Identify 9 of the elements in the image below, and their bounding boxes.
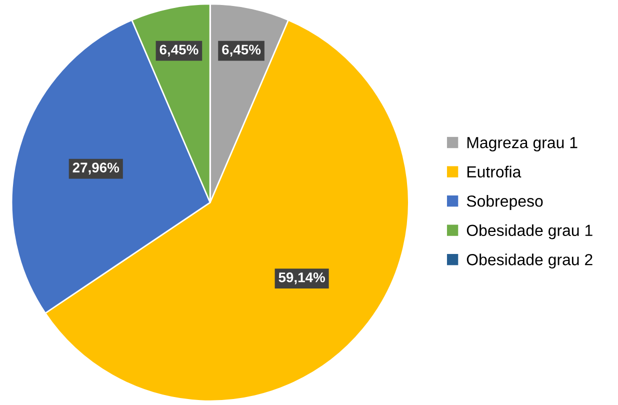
data-label: 6,45% (160, 44, 198, 57)
data-label: 6,45% (222, 44, 261, 57)
legend-label: Eutrofia (467, 166, 522, 178)
legend-label: Sobrepeso (466, 195, 543, 210)
data-label: 27,96% (72, 162, 120, 175)
legend-label: Magreza grau 1 (467, 137, 578, 152)
legend-label: Obesidade grau 1 (466, 224, 592, 240)
legend-label: Obesidade grau 2 (466, 254, 592, 268)
data-label: 59,14% (278, 272, 325, 284)
